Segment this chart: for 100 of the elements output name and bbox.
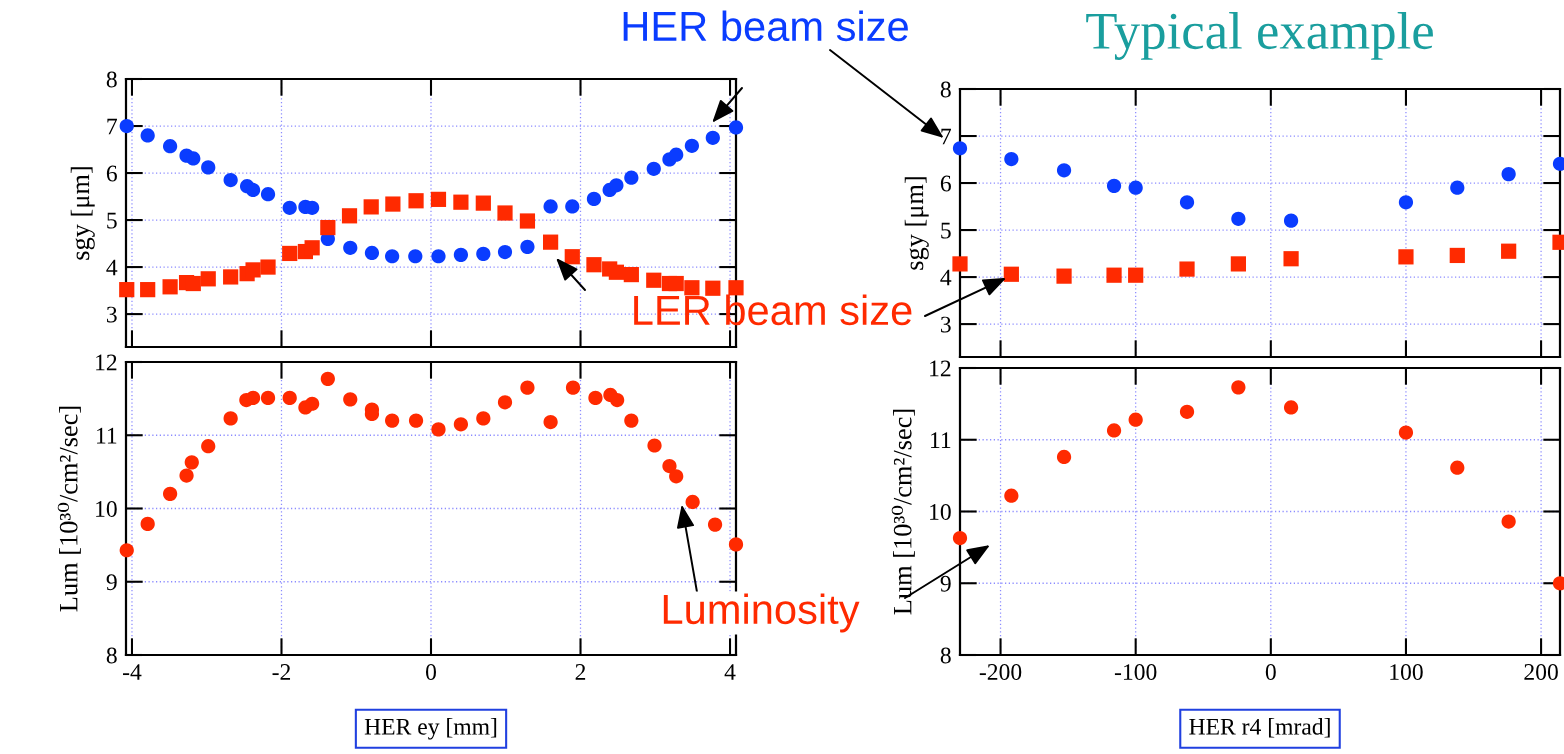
- point: [1501, 514, 1516, 529]
- point: [408, 413, 424, 428]
- point: [304, 240, 320, 256]
- point: [282, 390, 297, 406]
- x-tick-label: 2: [575, 664, 586, 680]
- point: [1128, 267, 1144, 283]
- point: [385, 249, 400, 264]
- point: [385, 196, 401, 212]
- point: [408, 193, 424, 209]
- point: [684, 280, 700, 296]
- point: [223, 269, 239, 285]
- y-axis-title: sgy [μm]: [70, 167, 95, 260]
- point: [305, 200, 320, 215]
- point: [565, 380, 581, 395]
- point: [1231, 380, 1246, 395]
- y-tick-label: 6: [106, 165, 117, 182]
- point: [952, 256, 968, 272]
- point: [588, 390, 603, 406]
- x-tick-label: 100: [1390, 664, 1423, 680]
- point: [431, 249, 446, 264]
- point: [223, 172, 238, 188]
- point: [140, 282, 156, 298]
- point: [497, 205, 513, 221]
- point: [1501, 166, 1516, 182]
- y-tick-label: 3: [940, 316, 951, 333]
- x-tick-label: 0: [1265, 664, 1276, 680]
- point: [646, 272, 662, 288]
- point: [119, 543, 134, 558]
- point: [343, 392, 358, 407]
- point: [1128, 412, 1143, 427]
- point: [707, 517, 723, 532]
- point: [662, 458, 677, 474]
- point: [705, 130, 720, 145]
- y-tick-label: 7: [941, 128, 951, 145]
- point: [245, 182, 261, 198]
- point: [200, 271, 216, 287]
- point: [140, 516, 155, 531]
- y-tick-label: 11: [931, 432, 951, 448]
- point: [1450, 180, 1465, 195]
- x-tick-label: -2: [272, 664, 291, 680]
- point: [305, 396, 320, 411]
- point: [343, 240, 358, 255]
- point: [520, 239, 535, 254]
- point: [1179, 195, 1195, 210]
- point: [1230, 256, 1246, 272]
- y-tick-label: 5: [941, 222, 951, 239]
- point: [623, 266, 639, 283]
- point: [1004, 151, 1019, 167]
- point: [669, 147, 684, 162]
- point: [364, 245, 380, 261]
- point: [609, 178, 624, 193]
- point: [162, 139, 178, 154]
- y-tick-label: 8: [940, 81, 951, 98]
- point: [162, 486, 178, 501]
- y-tick-label: 9: [106, 574, 117, 591]
- point: [1128, 180, 1143, 195]
- point: [1056, 268, 1072, 284]
- point: [282, 200, 297, 215]
- point: [543, 199, 558, 214]
- point: [543, 414, 558, 430]
- y-tick-label: 10: [930, 503, 951, 520]
- point: [1004, 488, 1019, 503]
- y-tick-label: 12: [930, 360, 951, 377]
- point: [140, 128, 155, 143]
- point: [260, 390, 276, 406]
- point: [705, 280, 721, 296]
- point: [341, 208, 358, 224]
- point: [610, 392, 625, 408]
- point: [223, 411, 238, 426]
- point: [647, 438, 662, 453]
- point: [1398, 249, 1414, 265]
- point: [184, 455, 199, 470]
- x-tick-label: 200: [1524, 664, 1558, 680]
- point: [1179, 404, 1195, 419]
- chart-title: Typical example: [1086, 11, 1433, 61]
- point: [668, 275, 684, 292]
- x-tick-label: -100: [1114, 664, 1157, 680]
- x-tick-label: 4: [724, 664, 736, 680]
- point: [453, 417, 469, 432]
- y-tick-label: 8: [106, 647, 117, 664]
- y-tick-label: 8: [940, 647, 951, 664]
- point: [1231, 211, 1246, 226]
- point: [201, 439, 216, 454]
- point: [1106, 178, 1122, 193]
- point: [646, 161, 661, 176]
- point: [201, 160, 216, 175]
- y-tick-label: 12: [96, 354, 117, 371]
- point: [564, 249, 580, 265]
- point: [685, 494, 700, 510]
- point: [245, 390, 261, 406]
- y-axis-title: sgy [μm]: [904, 177, 929, 270]
- y-axis-title: Lum [10³⁰/cm²/sec]: [891, 409, 915, 615]
- y-tick-label: 6: [940, 175, 951, 192]
- y-axis-title: Lum [10³⁰/cm²/sec]: [57, 406, 81, 612]
- point: [728, 120, 744, 135]
- point: [624, 170, 639, 185]
- y-tick-label: 7: [107, 118, 117, 135]
- point: [320, 371, 335, 386]
- point: [162, 279, 178, 295]
- point: [430, 191, 447, 207]
